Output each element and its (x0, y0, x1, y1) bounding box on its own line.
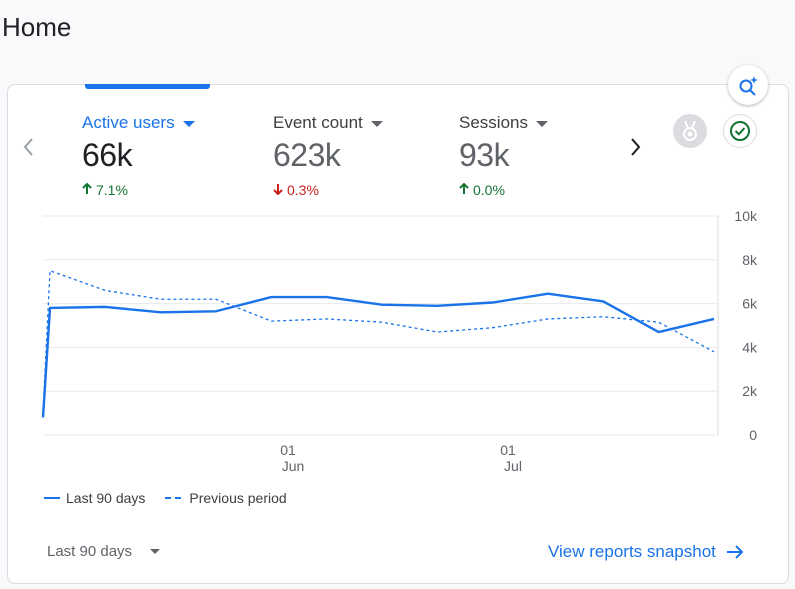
x-tick-day: 01 (500, 442, 516, 458)
metric-change-text: 7.1% (96, 182, 128, 198)
metric-change-text: 0.3% (287, 182, 319, 198)
award-badge-icon[interactable] (673, 114, 707, 148)
y-tick-label: 10k (734, 210, 758, 224)
search-insights-icon (739, 76, 758, 96)
legend-label: Previous period (189, 490, 287, 506)
date-range-dropdown[interactable]: Last 90 days (47, 543, 161, 560)
metric-value: 623k (273, 137, 341, 173)
metric-label: Active users (82, 113, 195, 133)
search-insights-button[interactable] (728, 65, 768, 105)
legend-label: Last 90 days (66, 490, 146, 506)
metric-change: 0.3% (273, 182, 383, 198)
legend-item-previous: Previous period (165, 490, 287, 506)
metric-value: 66k (82, 137, 133, 173)
legend-dashed-line (165, 497, 184, 499)
x-tick-month: Jul (504, 458, 522, 474)
active-users-chart: 10k 8k 6k 4k 2k 0 01 Jun 01 Jul (0, 210, 795, 480)
arrow-down-icon (273, 182, 283, 198)
arrow-right-icon (726, 545, 744, 559)
metric-label: Event count (273, 113, 383, 133)
check-circle-button[interactable] (723, 114, 757, 148)
dropdown-caret-icon (150, 549, 161, 554)
metric-label-text: Active users (82, 113, 175, 132)
metric-change: 7.1% (82, 182, 195, 198)
previous-metrics-button[interactable] (16, 135, 40, 159)
series-line-previous-period (42, 270, 715, 414)
dropdown-caret-icon (535, 121, 548, 127)
metric-label-text: Sessions (459, 113, 528, 132)
arrow-up-icon (82, 182, 92, 198)
metric-label: Sessions (459, 113, 548, 133)
x-tick-day: 01 (280, 442, 296, 458)
date-range-label: Last 90 days (47, 543, 133, 560)
y-tick-label: 4k (742, 339, 758, 355)
metric-event-count[interactable]: Event count 623k 0.3% (273, 113, 383, 198)
chart-legend: Last 90 days Previous period (44, 490, 287, 506)
metric-label-text: Event count (273, 113, 363, 132)
series-line-last-90-days (41, 292, 715, 418)
dropdown-caret-icon (182, 121, 195, 127)
metric-active-users[interactable]: Active users 66k 7.1% (82, 113, 195, 198)
x-tick-month: Jun (282, 458, 305, 474)
y-tick-label: 0 (749, 427, 757, 443)
legend-solid-line (44, 497, 60, 499)
page-title: Home (2, 12, 72, 42)
chevron-left-icon (23, 138, 33, 156)
next-metrics-button[interactable] (624, 135, 648, 159)
chevron-right-icon (631, 138, 641, 156)
y-tick-label: 2k (742, 383, 758, 399)
view-reports-snapshot-link[interactable]: View reports snapshot (548, 542, 744, 562)
active-tab-indicator (85, 84, 210, 89)
dropdown-caret-icon (370, 121, 383, 127)
legend-item-current: Last 90 days (44, 490, 145, 506)
y-tick-label: 6k (742, 296, 758, 312)
metric-value: 93k (459, 137, 510, 173)
check-circle-icon (730, 121, 750, 141)
overview-card (7, 84, 789, 584)
snapshot-link-text: View reports snapshot (548, 542, 716, 561)
metric-change-text: 0.0% (473, 182, 505, 198)
metric-sessions[interactable]: Sessions 93k 0.0% (459, 113, 548, 198)
y-tick-label: 8k (742, 252, 758, 268)
arrow-up-icon (459, 182, 469, 198)
metric-change: 0.0% (459, 182, 548, 198)
